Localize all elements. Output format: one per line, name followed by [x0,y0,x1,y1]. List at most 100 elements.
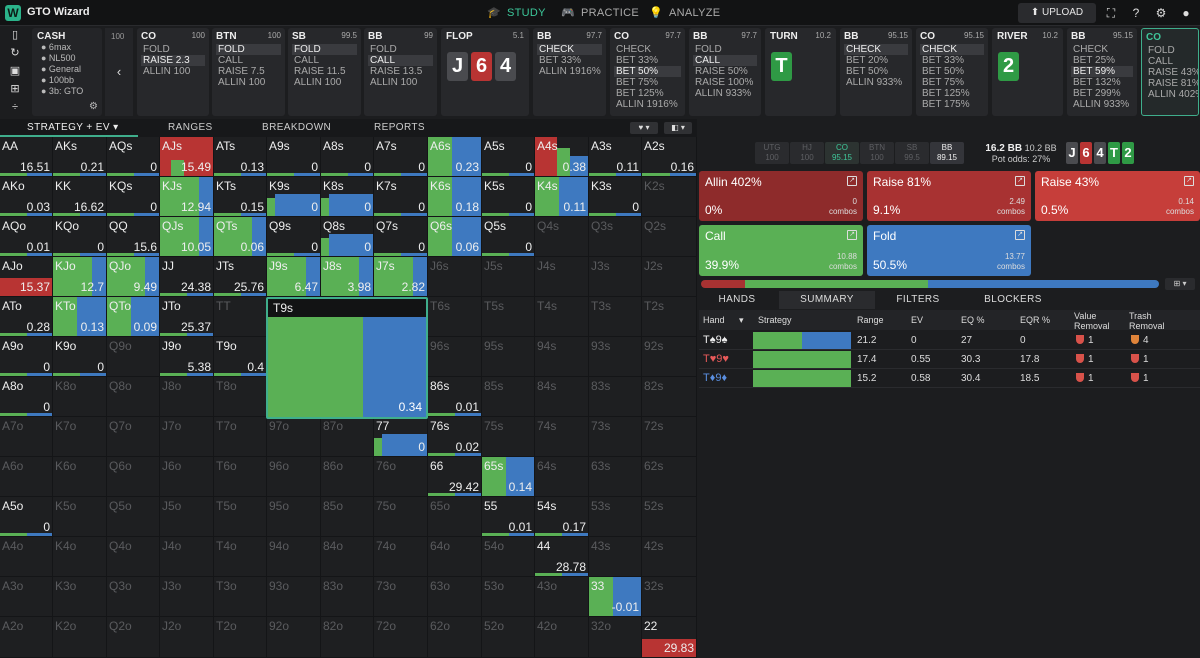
hand-cell[interactable]: T4s [535,297,589,337]
hand-cell[interactable]: 52o [482,617,535,658]
hand-cell[interactable]: 54s 0.17 [535,497,589,537]
action-option[interactable]: ALLIN 933% [1073,99,1130,110]
hand-cell[interactable]: K5o [53,497,107,537]
hand-cell[interactable]: Q4s [535,217,589,257]
hand-cell[interactable]: K9o 0 [53,337,107,377]
hand-cell[interactable]: 95s [482,337,535,377]
hand-cell[interactable]: J8o [160,377,214,417]
action-option[interactable]: ALLIN 402% [1148,89,1199,100]
hand-cell[interactable]: KQs 0 [107,177,160,217]
action-option[interactable]: ALLIN 933% [695,88,752,99]
action-option[interactable]: BET 20% [846,55,889,66]
hand-cell[interactable]: Q3s [589,217,642,257]
action-option[interactable]: CHECK [1073,44,1109,55]
display-toggle[interactable]: ◧ ▾ [664,122,692,134]
hand-cell[interactable]: Q9o [107,337,160,377]
hand-cell[interactable]: Q7s 0 [374,217,428,257]
hand-cell[interactable]: K7s 0 [374,177,428,217]
action-node-bb[interactable]: BB 97.7 FOLD CALL RAISE 50% RAISE 100% ALLIN 9… [689,28,761,116]
action-node-bb[interactable]: BB 95.15 CHECK BET 25% BET 59% BET 132% BET 29… [1067,28,1137,116]
hand-cell[interactable]: 64s [535,457,589,497]
action-box[interactable]: Allin 402% ↗ 0% 0 combos [699,171,863,221]
hand-cell[interactable]: J6s [428,257,482,297]
hand-cell[interactable]: 72s [642,417,697,457]
hand-cell[interactable]: 22 29.83 [642,617,697,658]
split-icon[interactable]: ÷ [11,101,19,113]
action-option[interactable]: BET 125% [922,88,970,99]
hand-cell[interactable]: Q5o [107,497,160,537]
hand-cell[interactable]: T2o [214,617,267,658]
table-row[interactable]: T♠9♠ 21.2 0 27 0 1 4 [699,331,1200,350]
hand-cell[interactable]: 42o [535,617,589,658]
hand-cell[interactable]: 93o [267,577,321,617]
hand-cell[interactable]: K9s 0 [267,177,321,217]
hand-cell[interactable]: KJo 12.7 [53,257,107,297]
hand-cell[interactable]: 43o [535,577,589,617]
hand-cell[interactable]: 82s [642,377,697,417]
hand-cell[interactable]: 85o [321,497,374,537]
hand-cell[interactable]: J4o [160,537,214,577]
action-option[interactable]: BET 33% [922,55,965,66]
hand-cell[interactable]: 94o [267,537,321,577]
hand-cell[interactable]: T3o [214,577,267,617]
layout-toggle[interactable]: ⊞ ▾ [1165,278,1195,290]
position-utg[interactable]: UTG 100 [755,142,789,164]
action-option[interactable]: FOLD [143,44,170,55]
tab-filters[interactable]: FILTERS [896,294,940,305]
action-node-co[interactable]: CO 100 FOLD RAISE 2.3 ALLIN 100 [137,28,209,116]
gamepad-icon[interactable]: ⊞ [10,83,20,95]
action-node-btn[interactable]: BTN 100 FOLD CALL RAISE 7.5 ALLIN 100 [212,28,285,116]
hand-cell[interactable]: J2o [160,617,214,658]
hand-cell[interactable]: J2s [642,257,697,297]
hand-cell[interactable]: ATo 0.28 [0,297,53,337]
hand-cell[interactable]: T5s [482,297,535,337]
hand-cell[interactable]: AKo 0.03 [0,177,53,217]
hand-cell[interactable]: 66 29.42 [428,457,482,497]
action-option[interactable]: FOLD [1148,45,1175,56]
table-row[interactable]: T♦9♦ 15.2 0.58 30.4 18.5 1 1 [699,369,1200,388]
action-box[interactable]: Fold ↗ 50.5% 13.77 combos [867,225,1031,276]
column-header[interactable]: Hand [703,315,725,325]
action-node-bb[interactable]: BB 97.7 CHECK BET 33% ALLIN 1916% [533,28,606,116]
action-option[interactable]: RAISE 81% [1148,78,1199,89]
hand-cell[interactable]: A7s 0 [374,137,428,177]
column-header[interactable]: Trash Removal [1129,311,1165,331]
hand-cell[interactable]: A6o [0,457,53,497]
hand-cell[interactable]: 55 0.01 [482,497,535,537]
hand-cell[interactable]: 63s [589,457,642,497]
hand-cell[interactable]: AQo 0.01 [0,217,53,257]
hand-cell[interactable]: 97o [267,417,321,457]
hand-cell[interactable]: 77 0 [374,417,428,457]
hand-cell[interactable]: Q8s 0 [321,217,374,257]
hand-cell[interactable]: KQo 0 [53,217,107,257]
hand-cell[interactable]: 96o [267,457,321,497]
hand-cell[interactable]: JTo 25.37 [160,297,214,337]
hand-cell[interactable]: AJo 15.37 [0,257,53,297]
hand-cell[interactable]: J8s 3.98 [321,257,374,297]
logo-icon[interactable]: W [5,5,21,21]
hand-cell[interactable]: 73s [589,417,642,457]
hand-cell[interactable]: T2s [642,297,697,337]
hand-cell[interactable]: KJs 12.94 [160,177,214,217]
hand-cell[interactable]: QQ 15.6 [107,217,160,257]
action-option[interactable]: BET 50% [614,66,681,77]
hand-cell[interactable]: K6o [53,457,107,497]
column-header[interactable]: Range [857,315,884,325]
action-option[interactable]: RAISE 43% [1148,67,1199,78]
hand-cell[interactable]: J7s 2.82 [374,257,428,297]
action-option[interactable]: RAISE 11.5 [294,66,346,77]
hand-cell[interactable]: 85s [482,377,535,417]
hand-cell[interactable]: ATs 0.13 [214,137,267,177]
hand-cell[interactable]: Q2s [642,217,697,257]
action-node-bb[interactable]: BB 99 FOLD CALL RAISE 13.5 ALLIN 100 [364,28,437,116]
action-option[interactable]: BET 175% [922,99,970,110]
nav-practice[interactable]: 🎮 PRACTICE [561,0,639,26]
action-option[interactable]: BET 50% [846,66,889,77]
action-option[interactable]: BET 50% [922,66,965,77]
position-bb[interactable]: BB 89.15 [930,142,964,164]
hand-cell[interactable]: 32o [589,617,642,658]
hand-cell[interactable]: JTs 25.76 [214,257,267,297]
hand-cell[interactable]: 54o [482,537,535,577]
position-sb[interactable]: SB 99.5 [895,142,929,164]
hand-cell[interactable]: J9s 6.47 [267,257,321,297]
